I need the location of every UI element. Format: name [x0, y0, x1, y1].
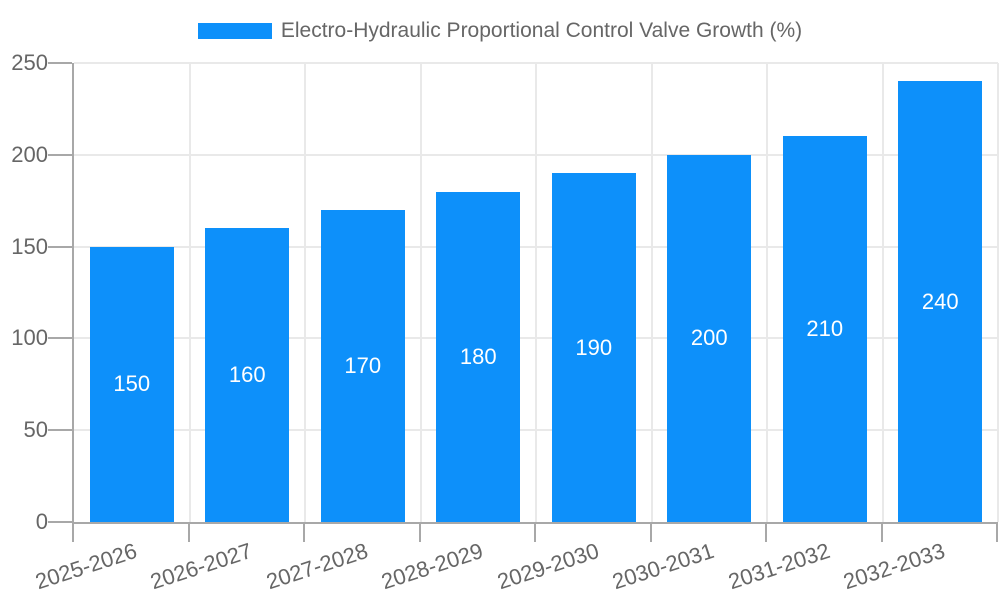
bar[interactable]: 240 — [898, 81, 983, 522]
bar-value-label: 190 — [575, 334, 613, 360]
x-axis-tick-label: 2027-2028 — [262, 538, 371, 595]
x-axis-tick — [534, 522, 536, 542]
x-axis-tick-label: 2030-2031 — [609, 538, 717, 595]
vertical-gridline — [188, 63, 191, 522]
x-axis-tick — [765, 522, 767, 542]
bar[interactable]: 160 — [205, 228, 290, 522]
x-axis-line — [72, 522, 998, 524]
legend-label: Electro-Hydraulic Proportional Control V… — [280, 19, 803, 42]
x-axis-tick — [418, 522, 421, 542]
bar[interactable]: 170 — [320, 209, 405, 522]
bar[interactable]: 210 — [782, 136, 867, 522]
y-axis-tick-label: 100 — [11, 325, 48, 351]
bar-value-label: 210 — [806, 316, 844, 342]
y-axis-tick — [48, 245, 72, 248]
y-axis-tick-label: 150 — [11, 233, 48, 259]
vertical-gridline — [419, 63, 422, 522]
x-axis-tick-label: 2032-2033 — [840, 538, 948, 595]
vertical-gridline — [997, 63, 999, 522]
bar-value-label: 170 — [344, 352, 382, 378]
bar[interactable]: 150 — [89, 246, 174, 522]
bar-value-label: 180 — [459, 343, 497, 369]
bar[interactable]: 180 — [436, 191, 521, 522]
x-axis-tick-label: 2029-2030 — [493, 538, 602, 595]
bar[interactable]: 200 — [667, 154, 752, 522]
x-axis-tick — [303, 522, 305, 542]
y-axis-tick-label: 250 — [11, 50, 48, 75]
x-axis-tick — [880, 522, 883, 542]
bar-value-label: 150 — [113, 371, 151, 397]
y-axis-tick — [48, 521, 72, 523]
x-axis-tick-label: 2028-2029 — [378, 538, 486, 595]
y-axis-tick — [48, 429, 72, 432]
y-axis-line — [72, 63, 74, 522]
vertical-gridline — [304, 63, 306, 522]
vertical-gridline — [535, 63, 537, 522]
x-axis-tick — [996, 522, 998, 542]
chart-legend[interactable]: Electro-Hydraulic Proportional Control V… — [0, 18, 1000, 44]
vertical-gridline — [881, 63, 884, 522]
y-axis-tick-label: 50 — [23, 417, 48, 443]
y-axis-tick-label: 200 — [11, 141, 48, 167]
vertical-gridline — [766, 63, 768, 522]
y-axis-tick-label: 0 — [35, 509, 48, 534]
bar-value-label: 200 — [690, 325, 728, 351]
vertical-gridline — [650, 63, 653, 522]
x-axis-tick — [72, 522, 74, 542]
x-axis-tick-label: 2026-2027 — [147, 538, 255, 595]
x-axis-tick — [649, 522, 652, 542]
x-axis-tick — [187, 522, 190, 542]
x-axis-tick-label: 2031-2032 — [724, 538, 833, 595]
bar[interactable]: 190 — [551, 173, 636, 522]
y-axis-tick — [48, 62, 72, 64]
legend-swatch — [197, 23, 272, 39]
x-axis-tick-label: 2025-2026 — [31, 538, 140, 595]
bar-value-label: 240 — [921, 288, 959, 314]
y-axis-tick — [48, 153, 72, 156]
y-axis-tick — [48, 337, 72, 340]
bar-value-label: 160 — [228, 362, 266, 388]
